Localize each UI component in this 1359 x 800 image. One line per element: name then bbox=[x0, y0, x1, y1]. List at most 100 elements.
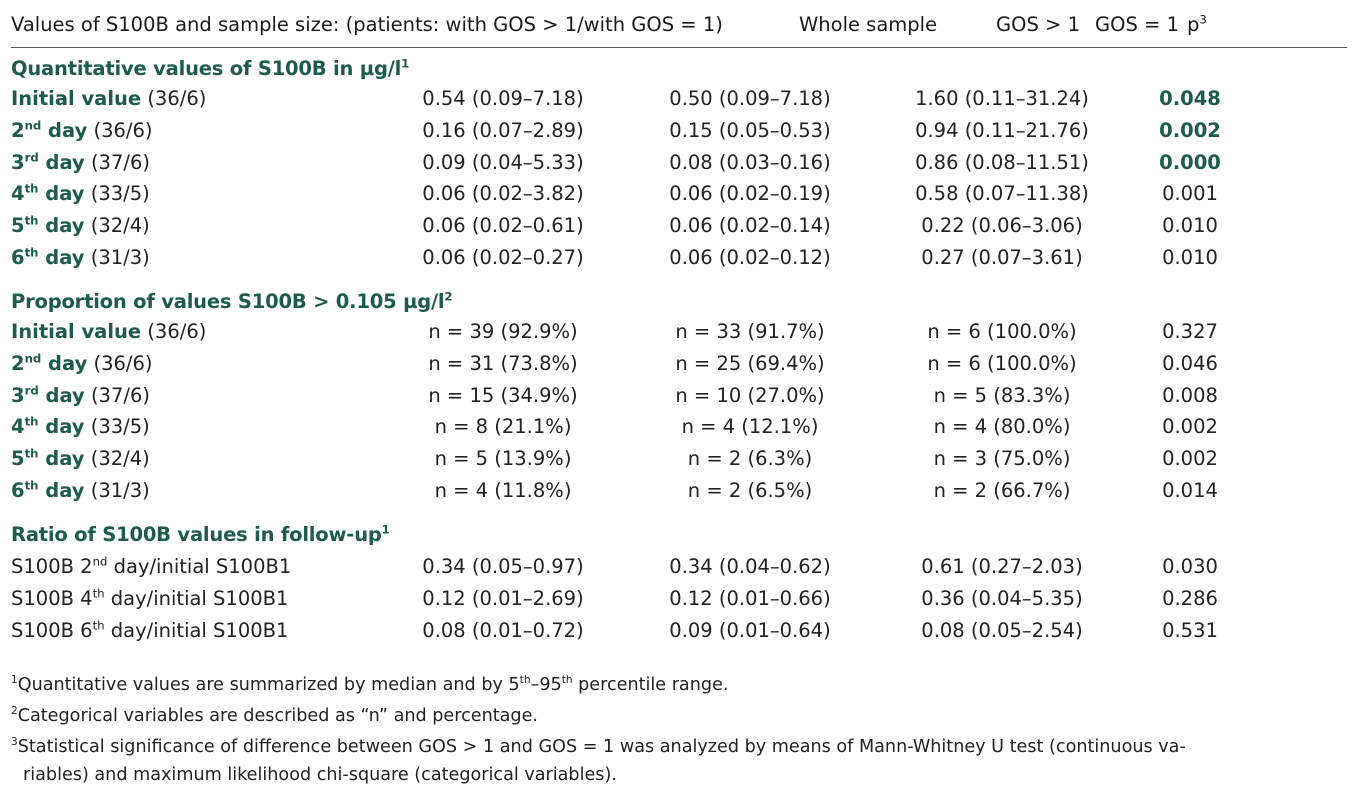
header-p: p3 bbox=[1187, 12, 1207, 36]
cell-gos-gt1: n = 10 (27.0%) bbox=[675, 383, 825, 407]
table-row: 2nd day (36/6) 0.16 (0.07–2.89) 0.15 (0.05… bbox=[0, 119, 1359, 151]
table-header: Values of S100B and sample size: (patien… bbox=[11, 13, 1347, 48]
cell-gos-gt1: n = 4 (12.1%) bbox=[681, 415, 819, 439]
cell-gos-gt1: n = 2 (6.5%) bbox=[687, 479, 813, 502]
cell-p-value: 0.286 bbox=[1162, 586, 1218, 610]
table-row: S100B 2nd day/initial S100B1 0.34 (0.05–0… bbox=[0, 555, 1359, 587]
section-title: Quantitative values of S100B in µg/l1 bbox=[11, 56, 410, 80]
cell-gos-eq1: 1.60 (0.11–31.24) bbox=[915, 87, 1089, 110]
cell-whole-sample: 0.16 (0.07–2.89) bbox=[422, 118, 584, 142]
cell-gos-eq1: 0.08 (0.05–2.54) bbox=[921, 618, 1083, 642]
row-label: 2nd day (36/6) bbox=[11, 351, 153, 375]
cell-gos-eq1: 0.61 (0.27–2.03) bbox=[921, 555, 1083, 578]
cell-p-value: 0.001 bbox=[1162, 182, 1218, 206]
cell-gos-gt1: n = 25 (69.4%) bbox=[675, 351, 825, 375]
row-label: S100B 4th day/initial S100B1 bbox=[11, 586, 289, 610]
cell-p-value: 0.014 bbox=[1162, 479, 1218, 502]
section-title: Proportion of values S100B > 0.105 µg/l2 bbox=[11, 289, 453, 313]
cell-whole-sample: n = 5 (13.9%) bbox=[434, 447, 572, 471]
table-row: 3rd day (37/6) 0.09 (0.04–5.33) 0.08 (0.03… bbox=[0, 151, 1359, 183]
cell-gos-gt1: n = 2 (6.3%) bbox=[687, 447, 813, 471]
cell-gos-eq1: 0.22 (0.06–3.06) bbox=[921, 214, 1083, 238]
cell-whole-sample: n = 31 (73.8%) bbox=[428, 351, 578, 375]
cell-whole-sample: n = 39 (92.9%) bbox=[428, 320, 578, 343]
cell-gos-gt1: 0.06 (0.02–0.19) bbox=[669, 182, 831, 206]
cell-whole-sample: 0.34 (0.05–0.97) bbox=[422, 555, 584, 578]
cell-whole-sample: n = 4 (11.8%) bbox=[434, 479, 572, 502]
cell-gos-eq1: n = 6 (100.0%) bbox=[927, 320, 1077, 343]
cell-gos-eq1: n = 5 (83.3%) bbox=[933, 383, 1071, 407]
cell-whole-sample: 0.08 (0.01–0.72) bbox=[422, 618, 584, 642]
cell-gos-gt1: 0.50 (0.09–7.18) bbox=[669, 87, 831, 110]
cell-gos-gt1: 0.12 (0.01–0.66) bbox=[669, 586, 831, 610]
cell-gos-eq1: 0.86 (0.08–11.51) bbox=[915, 150, 1089, 174]
cell-whole-sample: 0.54 (0.09–7.18) bbox=[422, 87, 584, 110]
row-label: S100B 2nd day/initial S100B1 bbox=[11, 554, 292, 578]
cell-gos-eq1: 0.36 (0.04–5.35) bbox=[921, 586, 1083, 610]
footnote-3: 3Statistical significance of difference … bbox=[11, 736, 1186, 757]
cell-p-value: 0.002 bbox=[1159, 118, 1221, 142]
table-row: 6th day (31/3) n = 4 (11.8%) n = 2 (6.5%) n… bbox=[0, 479, 1359, 511]
cell-gos-eq1: n = 6 (100.0%) bbox=[927, 351, 1077, 375]
table-row: 5th day (32/4) n = 5 (13.9%) n = 2 (6.3%) n… bbox=[0, 447, 1359, 479]
cell-gos-gt1: 0.08 (0.03–0.16) bbox=[669, 150, 831, 174]
table-row: Initial value (36/6) n = 39 (92.9%) n = 33… bbox=[0, 320, 1359, 352]
header-gos-gt1: GOS > 1 bbox=[996, 13, 1080, 36]
cell-p-value: 0.008 bbox=[1162, 383, 1218, 407]
table-row: 4th day (33/5) n = 8 (21.1%) n = 4 (12.1%)… bbox=[0, 415, 1359, 447]
cell-whole-sample: n = 15 (34.9%) bbox=[428, 383, 578, 407]
table-row: S100B 6th day/initial S100B1 0.08 (0.01–0… bbox=[0, 619, 1359, 651]
cell-p-value: 0.048 bbox=[1159, 87, 1221, 110]
row-label: 3rd day (37/6) bbox=[11, 150, 150, 174]
table-row: 6th day (31/3) 0.06 (0.02–0.27) 0.06 (0.02… bbox=[0, 246, 1359, 278]
row-label: S100B 6th day/initial S100B1 bbox=[11, 618, 289, 642]
footnote-3-continued: riables) and maximum likelihood chi-squa… bbox=[23, 765, 617, 785]
cell-p-value: 0.000 bbox=[1159, 150, 1221, 174]
table-row: 3rd day (37/6) n = 15 (34.9%) n = 10 (27.0… bbox=[0, 384, 1359, 416]
row-label: 5th day (32/4) bbox=[11, 446, 150, 471]
cell-whole-sample: 0.06 (0.02–0.61) bbox=[422, 214, 584, 238]
cell-p-value: 0.010 bbox=[1162, 246, 1218, 269]
cell-p-value: 0.002 bbox=[1162, 415, 1218, 439]
cell-whole-sample: 0.12 (0.01–2.69) bbox=[422, 586, 584, 610]
table-row: Initial value (36/6) 0.54 (0.09–7.18) 0.50… bbox=[0, 87, 1359, 119]
cell-whole-sample: 0.09 (0.04–5.33) bbox=[422, 150, 584, 174]
cell-gos-eq1: 0.58 (0.07–11.38) bbox=[915, 182, 1089, 206]
cell-p-value: 0.046 bbox=[1162, 351, 1218, 375]
cell-gos-eq1: n = 4 (80.0%) bbox=[933, 415, 1071, 439]
cell-p-value: 0.002 bbox=[1162, 447, 1218, 471]
table-row: 5th day (32/4) 0.06 (0.02–0.61) 0.06 (0.02… bbox=[0, 214, 1359, 246]
cell-gos-eq1: n = 3 (75.0%) bbox=[933, 447, 1071, 471]
row-label: 4th day (33/5) bbox=[11, 414, 150, 439]
row-label: Initial value (36/6) bbox=[11, 320, 207, 343]
cell-gos-gt1: 0.34 (0.04–0.62) bbox=[669, 555, 831, 578]
cell-p-value: 0.010 bbox=[1162, 214, 1218, 238]
cell-gos-gt1: n = 33 (91.7%) bbox=[675, 320, 825, 343]
table-row: 2nd day (36/6) n = 31 (73.8%) n = 25 (69.4… bbox=[0, 352, 1359, 384]
header-variable-label: Values of S100B and sample size: (patien… bbox=[11, 13, 723, 36]
cell-whole-sample: 0.06 (0.02–0.27) bbox=[422, 246, 584, 269]
table-row: 4th day (33/5) 0.06 (0.02–3.82) 0.06 (0.02… bbox=[0, 182, 1359, 214]
cell-gos-gt1: 0.09 (0.01–0.64) bbox=[669, 618, 831, 642]
row-label: Initial value (36/6) bbox=[11, 87, 207, 110]
cell-whole-sample: 0.06 (0.02–3.82) bbox=[422, 182, 584, 206]
cell-gos-gt1: 0.06 (0.02–0.14) bbox=[669, 214, 831, 238]
cell-gos-gt1: 0.15 (0.05–0.53) bbox=[669, 118, 831, 142]
cell-gos-eq1: n = 2 (66.7%) bbox=[933, 479, 1071, 502]
cell-p-value: 0.327 bbox=[1162, 320, 1218, 343]
table-row: S100B 4th day/initial S100B1 0.12 (0.01–2… bbox=[0, 587, 1359, 619]
cell-p-value: 0.030 bbox=[1162, 555, 1218, 578]
cell-p-value: 0.531 bbox=[1162, 618, 1218, 642]
row-label: 6th day (31/3) bbox=[11, 245, 150, 269]
row-label: 6th day (31/3) bbox=[11, 478, 150, 502]
row-label: 3rd day (37/6) bbox=[11, 383, 150, 407]
cell-gos-eq1: 0.27 (0.07–3.61) bbox=[921, 246, 1083, 269]
row-label: 2nd day (36/6) bbox=[11, 118, 153, 142]
cell-whole-sample: n = 8 (21.1%) bbox=[434, 415, 572, 439]
cell-gos-gt1: 0.06 (0.02–0.12) bbox=[669, 246, 831, 269]
header-whole-sample: Whole sample bbox=[799, 13, 938, 36]
row-label: 4th day (33/5) bbox=[11, 181, 150, 206]
header-gos-eq1: GOS = 1 bbox=[1095, 13, 1179, 36]
cell-gos-eq1: 0.94 (0.11–21.76) bbox=[915, 118, 1089, 142]
footnote-1: 1Quantitative values are summarized by m… bbox=[11, 674, 729, 695]
